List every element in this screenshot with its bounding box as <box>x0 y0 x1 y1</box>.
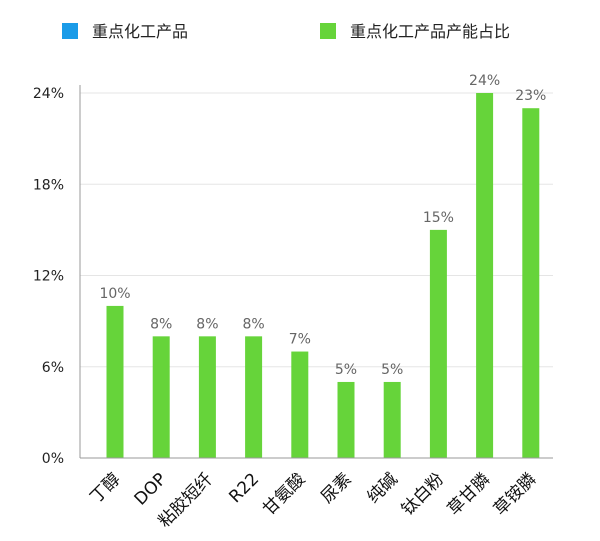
bar <box>291 351 309 458</box>
x-tick-label: 纯碱 <box>364 469 402 507</box>
bars <box>106 93 540 458</box>
legend-label-1: 重点化工产品产能占比 <box>350 22 510 41</box>
data-label: 5% <box>381 362 403 378</box>
legend-label-0: 重点化工产品 <box>92 22 188 41</box>
data-label: 8% <box>242 316 264 332</box>
data-label: 5% <box>335 362 357 378</box>
data-label: 7% <box>289 332 311 348</box>
data-labels: 10% 8% 8% 8% 7% 5% 5% 15% 24% 23% <box>99 73 546 378</box>
bar <box>383 381 401 458</box>
y-axis-tick-labels: 0% 6% 12% 18% 24% <box>33 86 64 467</box>
data-label: 10% <box>99 286 130 302</box>
x-tick-label: 丁醇 <box>86 469 124 507</box>
y-tick-label: 0% <box>42 451 64 467</box>
legend-item-1: 重点化工产品产能占比 <box>320 22 510 41</box>
y-tick-label: 12% <box>33 269 64 285</box>
chart-legend: 重点化工产品 重点化工产品产能占比 <box>62 22 510 41</box>
legend-swatch-0 <box>62 23 78 39</box>
x-tick-label: 草铵膦 <box>490 469 540 519</box>
x-tick-label: 钛白粉 <box>398 469 448 519</box>
x-tick-label: R22 <box>225 469 263 507</box>
data-label: 15% <box>423 210 454 226</box>
bar <box>198 336 216 458</box>
data-label: 8% <box>150 316 172 332</box>
y-tick-label: 18% <box>33 177 64 193</box>
bar <box>522 108 540 458</box>
y-tick-label: 24% <box>33 86 64 102</box>
bar <box>337 381 355 458</box>
y-tick-label: 6% <box>42 360 64 376</box>
bar <box>429 229 447 458</box>
legend-swatch-1 <box>320 23 336 39</box>
x-tick-label: DOP <box>131 469 171 509</box>
data-label: 23% <box>515 88 546 104</box>
data-label: 8% <box>196 316 218 332</box>
data-label: 24% <box>469 73 500 89</box>
legend-item-0: 重点化工产品 <box>62 22 188 41</box>
x-tick-label: 甘氨酸 <box>259 469 309 519</box>
bar <box>106 305 124 458</box>
bar <box>152 336 170 458</box>
bar <box>245 336 263 458</box>
x-tick-label: 尿素 <box>317 469 355 507</box>
x-tick-label: 草甘膦 <box>444 469 494 519</box>
bar <box>476 93 494 458</box>
grid-lines <box>80 92 553 368</box>
